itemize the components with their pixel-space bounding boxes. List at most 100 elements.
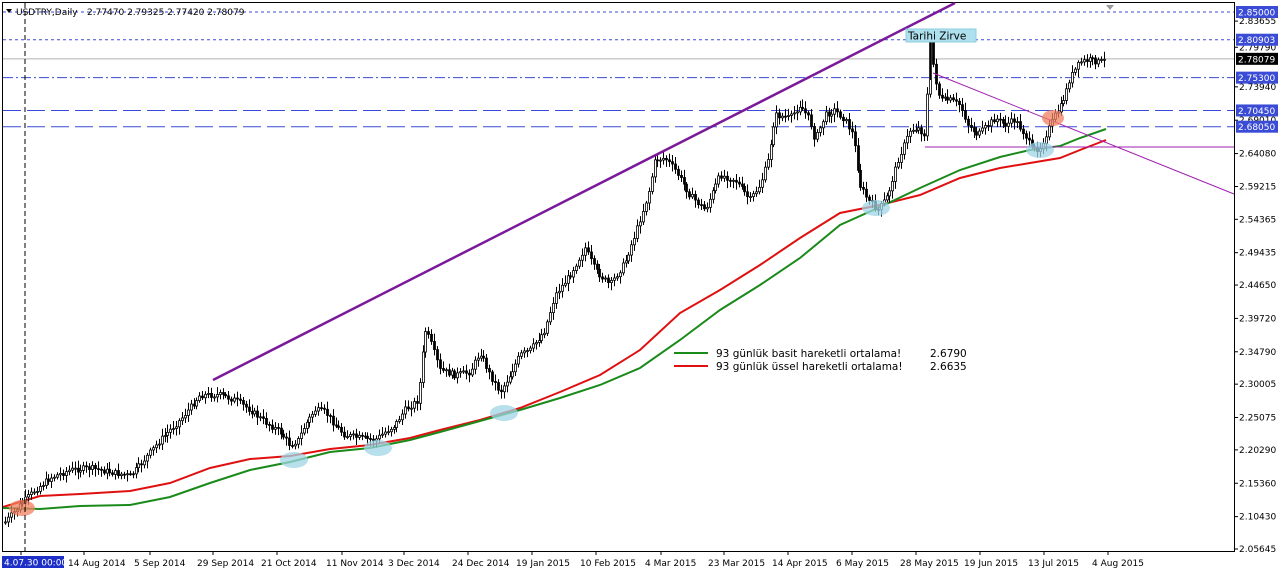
candle-body bbox=[390, 428, 393, 433]
candle-body bbox=[27, 494, 30, 498]
candle-body bbox=[978, 130, 981, 136]
highlight-blue-marker bbox=[862, 200, 890, 216]
y-tick-label: 2.79790 bbox=[1239, 43, 1276, 53]
candle-body bbox=[865, 188, 868, 198]
candle-body bbox=[770, 144, 773, 160]
candle-body bbox=[523, 350, 526, 354]
candle-body bbox=[932, 42, 935, 65]
candle-body bbox=[416, 401, 419, 404]
ema-93-line[interactable] bbox=[2, 139, 1107, 508]
candle-body bbox=[253, 410, 256, 415]
rising-trendline[interactable] bbox=[212, 1, 956, 382]
candle-body bbox=[172, 428, 175, 430]
candle-body bbox=[137, 463, 140, 469]
candle-body bbox=[407, 406, 410, 410]
candle-body bbox=[688, 191, 691, 198]
candle-body bbox=[317, 407, 320, 412]
candle-body bbox=[1060, 103, 1063, 113]
candle-body bbox=[651, 176, 654, 192]
candle-body bbox=[613, 277, 616, 281]
candle-body bbox=[967, 118, 970, 126]
candle-body bbox=[659, 159, 662, 162]
candle-body bbox=[746, 191, 749, 198]
candle-body bbox=[471, 368, 474, 376]
x-tick-label: 4 Mar 2015 bbox=[645, 559, 696, 569]
candle-body bbox=[120, 473, 123, 477]
candle-body bbox=[1103, 58, 1106, 61]
candle-body bbox=[764, 166, 767, 181]
price-level-tag bbox=[1236, 33, 1278, 46]
candle-body bbox=[677, 168, 680, 176]
candle-body bbox=[271, 424, 274, 430]
candle-body bbox=[842, 116, 845, 122]
candle-body bbox=[274, 427, 277, 430]
highlight-orange-marker bbox=[9, 500, 35, 516]
candle-body bbox=[996, 118, 999, 123]
candle-body bbox=[39, 486, 42, 492]
y-tick-label: 2.64080 bbox=[1239, 150, 1276, 160]
x-tick-label: 4 Aug 2015 bbox=[1092, 559, 1144, 569]
candle-body bbox=[619, 272, 622, 278]
candle-body bbox=[494, 381, 497, 383]
candle-body bbox=[900, 153, 903, 163]
candle-body bbox=[143, 460, 146, 466]
candle-body bbox=[256, 410, 259, 418]
candle-body bbox=[752, 193, 755, 197]
candle-body bbox=[306, 421, 309, 429]
x-cursor-tag bbox=[2, 556, 64, 568]
candle-body bbox=[680, 175, 683, 178]
highlight-orange-marker bbox=[1042, 110, 1064, 126]
candle-body bbox=[393, 427, 396, 430]
candle-body bbox=[103, 469, 106, 474]
price-level-label: 2.70450 bbox=[1238, 107, 1275, 117]
shift-marker-icon[interactable] bbox=[1106, 5, 1114, 10]
falling-trendline[interactable] bbox=[932, 72, 1235, 195]
candle-body bbox=[1007, 122, 1010, 127]
candle-body bbox=[561, 284, 564, 292]
symbol-title: USDTRY,Daily bbox=[16, 8, 78, 18]
candle-body bbox=[839, 111, 842, 118]
candle-body bbox=[216, 394, 219, 398]
sma-93-line[interactable] bbox=[2, 128, 1107, 511]
candle-body bbox=[308, 416, 311, 423]
legend-ema-label: 93 günlük üssel hareketli ortalama! bbox=[716, 361, 903, 373]
candle-body bbox=[799, 106, 802, 113]
candle-body bbox=[514, 363, 517, 373]
candle-body bbox=[398, 419, 401, 422]
candle-body bbox=[1071, 71, 1074, 84]
candle-body bbox=[346, 436, 349, 438]
candle-body bbox=[964, 110, 967, 120]
candle-body bbox=[129, 473, 132, 476]
candle-body bbox=[604, 277, 607, 280]
candle-body bbox=[520, 352, 523, 357]
candle-body bbox=[639, 221, 642, 227]
candle-body bbox=[474, 359, 477, 370]
candle-body bbox=[694, 193, 697, 201]
y-tick-label: 2.25075 bbox=[1239, 414, 1276, 424]
y-tick-label: 2.59215 bbox=[1239, 182, 1276, 192]
candle-body bbox=[335, 424, 338, 427]
candle-body bbox=[886, 195, 889, 201]
dropdown-arrow-icon[interactable] bbox=[6, 9, 12, 13]
candle-body bbox=[175, 426, 178, 429]
candle-body bbox=[625, 260, 628, 264]
candle-body bbox=[781, 115, 784, 119]
plot-area[interactable] bbox=[2, 2, 1235, 552]
candle-body bbox=[453, 370, 456, 379]
candle-body bbox=[741, 183, 744, 187]
highlight-blue-marker bbox=[364, 440, 392, 456]
candle-body bbox=[1019, 121, 1022, 130]
candle-body bbox=[152, 447, 155, 451]
candle-body bbox=[912, 129, 915, 132]
candle-body bbox=[833, 108, 836, 115]
x-tick-label: 3 Dec 2014 bbox=[388, 559, 440, 569]
candle-body bbox=[662, 157, 665, 161]
candle-body bbox=[1077, 62, 1080, 70]
candle-body bbox=[706, 207, 709, 210]
candle-body bbox=[569, 275, 572, 278]
candle-body bbox=[648, 191, 651, 204]
y-tick-label: 2.73940 bbox=[1239, 83, 1276, 93]
candle-body bbox=[166, 431, 169, 436]
candle-body bbox=[47, 478, 50, 482]
